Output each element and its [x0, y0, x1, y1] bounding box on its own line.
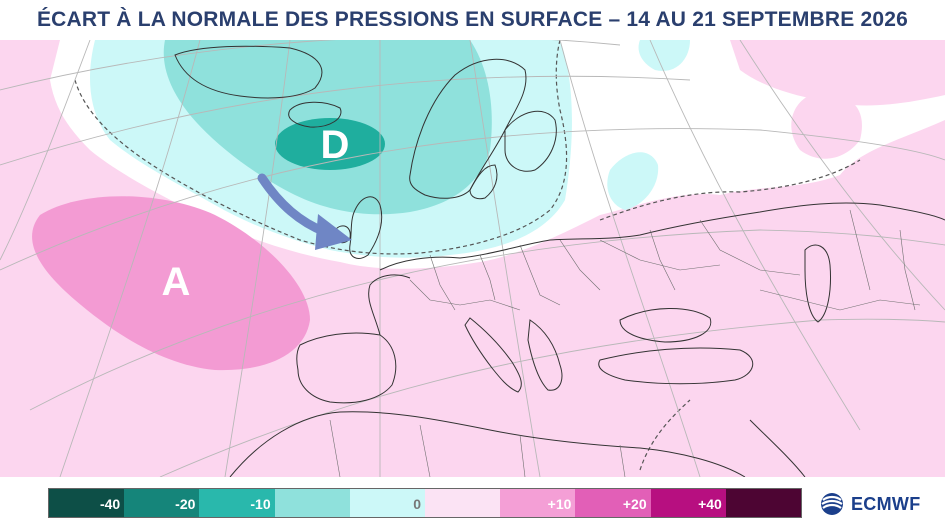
- legend-label: 0: [413, 496, 422, 512]
- ecmwf-logo-text: ECMWF: [851, 493, 921, 514]
- northeast-positive-patch-2: [791, 93, 862, 159]
- legend-label: -40: [99, 496, 121, 512]
- legend-segment: +10: [500, 489, 576, 517]
- contour-south: [639, 399, 691, 471]
- northeast-positive-patch: [730, 40, 945, 106]
- legend-segment: +40: [650, 489, 726, 517]
- map-title: ÉCART À LA NORMALE DES PRESSIONS EN SURF…: [36, 8, 909, 31]
- legend-segment: -40: [49, 489, 125, 517]
- legend-label: +40: [698, 496, 722, 512]
- pressure-anomaly-map: D A: [0, 40, 945, 477]
- legend-label: +10: [547, 496, 572, 512]
- map-canvas: D A: [0, 40, 945, 477]
- zero-contour-east: [599, 159, 861, 221]
- low-pressure-core: [275, 118, 385, 170]
- high-pressure-label: A: [162, 260, 191, 304]
- legend-segment: [425, 489, 501, 517]
- legend-segment: -10: [199, 489, 275, 517]
- ecmwf-logo-icon: [821, 493, 843, 515]
- ecmwf-logo: ECMWF: [818, 491, 920, 517]
- color-scale-legend: -40 -20 -10 0 +10 +20 +40: [48, 488, 802, 518]
- zero-contour: [74, 40, 568, 255]
- coastlines: [174, 45, 945, 477]
- legend-segment: 0: [349, 489, 426, 517]
- high-pressure-core: [32, 196, 310, 371]
- flow-arrow-head: [315, 214, 352, 250]
- negative-anomaly-patch-east: [607, 152, 659, 210]
- legend-label: +20: [622, 496, 647, 512]
- low-pressure-label: D: [321, 123, 350, 167]
- borders: [329, 209, 921, 477]
- legend-segment: -20: [124, 489, 200, 517]
- legend-segment: [274, 489, 350, 517]
- graticule: [0, 40, 945, 477]
- legend-segment: [725, 489, 802, 517]
- legend-label: -10: [250, 496, 271, 512]
- legend-segment: +20: [575, 489, 651, 517]
- legend-label: -20: [175, 496, 196, 512]
- negative-anomaly-patch-north: [638, 40, 690, 71]
